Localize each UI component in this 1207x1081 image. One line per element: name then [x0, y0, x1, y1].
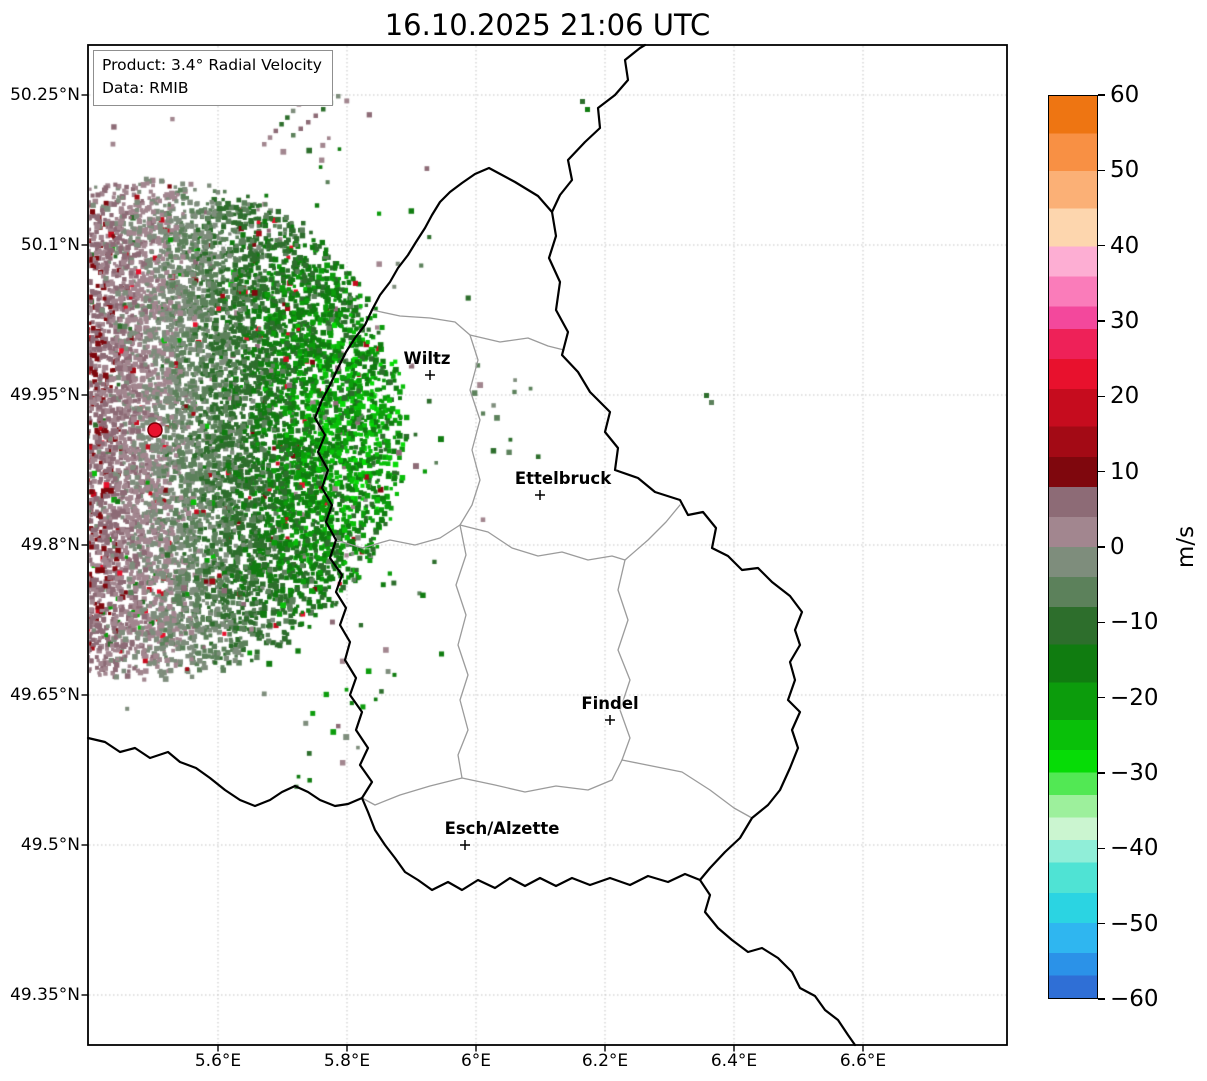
colorbar-tick-label: −30 — [1110, 760, 1159, 786]
france-germany-border-path — [698, 878, 857, 1047]
colorbar-tick-label: 10 — [1110, 458, 1140, 485]
colorbar-tick-mark — [1098, 470, 1105, 473]
colorbar-tick-label: 60 — [1110, 82, 1140, 108]
city-markers — [425, 370, 615, 850]
radar-site-dot — [147, 422, 163, 438]
city-label: Findel — [581, 694, 639, 713]
axis-ticks — [81, 94, 864, 1052]
colorbar-tick-mark — [1098, 395, 1105, 398]
district-border-path — [469, 334, 565, 351]
plot-title: 16.10.2025 21:06 UTC — [384, 8, 711, 42]
colorbar-tick-mark — [1098, 621, 1105, 624]
colorbar-tick-label: −60 — [1110, 986, 1159, 1012]
lat-tick-label: 49.65°N — [10, 685, 80, 705]
lat-tick-label: 49.5°N — [20, 835, 80, 855]
district-border-path — [621, 759, 753, 819]
colorbar-tick-mark — [1098, 169, 1105, 172]
colorbar-tick-mark — [1098, 320, 1105, 322]
plot-frame — [87, 44, 1008, 1046]
district-border-path — [455, 524, 469, 779]
colorbar-tick-label: 40 — [1110, 232, 1140, 259]
belgium-france-border-path — [86, 736, 364, 808]
colorbar-tick-label: 30 — [1110, 308, 1140, 334]
lat-tick-label: 49.95°N — [10, 385, 80, 405]
colorbar-tick-label: 50 — [1110, 157, 1140, 184]
colorbar-tick-mark — [1098, 847, 1105, 850]
lat-tick-label: 49.8°N — [20, 535, 80, 555]
colorbar-tick-label: −50 — [1110, 910, 1159, 937]
luxembourg-border-path — [313, 166, 804, 892]
colorbar-tick-label: 20 — [1110, 383, 1140, 410]
colorbar-tick-mark — [1098, 998, 1105, 1000]
lon-tick-label: 6°E — [460, 1051, 492, 1071]
lat-tick-label: 50.25°N — [10, 85, 80, 105]
colorbar-tick-mark — [1098, 244, 1105, 247]
colorbar-tick-label: 0 — [1110, 534, 1125, 560]
district-border-path — [617, 559, 631, 761]
district-borders — [335, 309, 753, 819]
country-borders — [86, 43, 857, 1047]
colorbar-tick-mark — [1098, 696, 1105, 699]
colorbar: 60 50 40 30 20 10 0 −10 −20 −30 −40 −50 −60 — [1048, 82, 1159, 1012]
belgium-germany-border-path — [550, 43, 647, 214]
colorbar-tick-label: −40 — [1110, 835, 1159, 862]
colorbar-tick-mark — [1098, 922, 1105, 925]
colorbar-tick-mark — [1098, 772, 1105, 774]
district-border-path — [361, 759, 623, 806]
info-box: Product: 3.4° Radial Velocity Data: RMIB — [93, 50, 333, 106]
lon-tick-label: 5.8°E — [323, 1051, 371, 1071]
lat-tick-label: 50.1°N — [20, 235, 80, 255]
lat-tick-label: 49.35°N — [10, 985, 80, 1005]
colorbar-tick-mark — [1098, 546, 1105, 548]
colorbar-gradient — [1048, 95, 1098, 999]
data-source-label: Data: RMIB — [102, 79, 189, 98]
lon-tick-label: 5.6°E — [194, 1051, 242, 1071]
city-label: Ettelbruck — [514, 469, 612, 488]
lon-tick-label: 6.2°E — [581, 1051, 629, 1071]
lon-tick-label: 6.4°E — [710, 1051, 758, 1071]
colorbar-tick-label: −10 — [1110, 609, 1159, 636]
district-border-path — [459, 504, 681, 561]
colorbar-tick-mark — [1098, 94, 1105, 96]
colorbar-unit-label: m/s — [1173, 525, 1199, 569]
city-label: Wiltz — [403, 349, 451, 368]
lon-tick-label: 6.6°E — [839, 1051, 887, 1071]
district-border-path — [335, 309, 481, 549]
product-label: Product: 3.4° Radial Velocity — [102, 56, 322, 74]
city-label: Esch/Alzette — [444, 819, 560, 838]
colorbar-tick-label: −20 — [1110, 684, 1159, 711]
